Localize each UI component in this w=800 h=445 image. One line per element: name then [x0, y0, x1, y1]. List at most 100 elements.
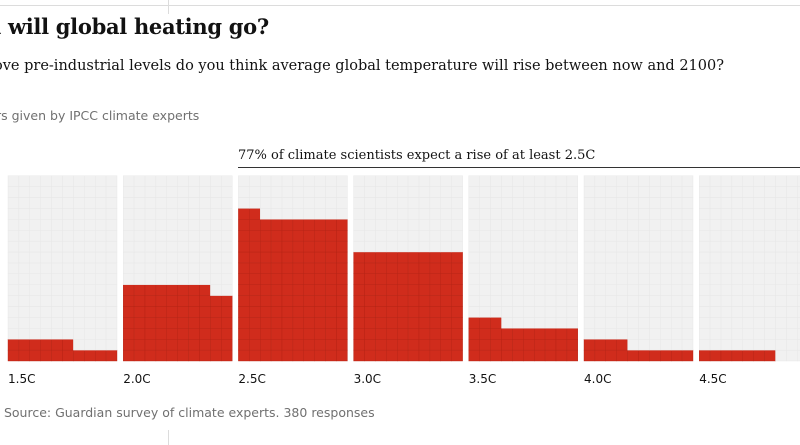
empty-cell	[605, 197, 617, 209]
response-cell	[709, 349, 722, 362]
empty-cell	[418, 175, 431, 187]
response-cell	[249, 295, 261, 307]
empty-cell	[105, 175, 118, 187]
response-cell	[260, 262, 272, 274]
response-cell	[386, 328, 398, 340]
response-cell	[281, 262, 294, 274]
empty-cell	[210, 229, 222, 242]
empty-cell	[386, 197, 398, 209]
response-cell	[249, 219, 261, 231]
empty-cell	[397, 175, 409, 187]
empty-cell	[94, 219, 107, 231]
response-cell	[440, 349, 452, 362]
response-cell	[155, 339, 167, 351]
response-cell	[364, 262, 376, 274]
empty-cell	[638, 284, 650, 296]
empty-cell	[188, 197, 200, 209]
empty-cell	[681, 284, 694, 296]
response-cell	[40, 339, 52, 351]
empty-cell	[429, 186, 441, 198]
response-cell	[490, 317, 502, 329]
empty-cell	[797, 186, 800, 198]
empty-cell	[534, 273, 546, 285]
response-cell	[292, 251, 304, 264]
empty-cell	[753, 306, 765, 318]
empty-cell	[407, 229, 420, 242]
empty-cell	[260, 197, 272, 209]
response-cell	[468, 317, 480, 329]
response-cell	[249, 349, 261, 362]
response-cell	[303, 240, 315, 253]
empty-cell	[709, 197, 722, 209]
empty-cell	[144, 219, 157, 231]
empty-cell	[18, 208, 30, 220]
response-cell	[386, 295, 398, 307]
empty-cell	[51, 328, 63, 340]
empty-cell	[210, 186, 222, 198]
empty-cell	[699, 229, 711, 242]
empty-cell	[364, 240, 376, 253]
empty-cell	[583, 328, 596, 340]
empty-cell	[731, 197, 744, 209]
empty-cell	[681, 317, 694, 329]
empty-cell	[742, 306, 754, 318]
empty-cell	[544, 197, 557, 209]
response-cell	[303, 339, 315, 351]
empty-cell	[720, 317, 733, 329]
empty-cell	[353, 219, 365, 231]
empty-cell	[353, 197, 365, 209]
empty-cell	[649, 339, 661, 351]
empty-cell	[594, 197, 607, 209]
response-cell	[397, 284, 409, 296]
empty-cell	[397, 197, 409, 209]
response-cell	[133, 306, 146, 318]
response-cell	[699, 349, 711, 362]
empty-cell	[605, 317, 617, 329]
empty-cell	[731, 295, 744, 307]
empty-cell	[501, 208, 513, 220]
empty-cell	[40, 295, 52, 307]
empty-cell	[353, 175, 365, 187]
empty-cell	[681, 208, 694, 220]
response-cell	[386, 284, 398, 296]
empty-cell	[699, 197, 711, 209]
response-cell	[440, 328, 452, 340]
response-cell	[188, 306, 200, 318]
empty-cell	[627, 284, 639, 296]
empty-cell	[616, 251, 628, 264]
empty-cell	[753, 328, 765, 340]
empty-cell	[270, 197, 283, 209]
empty-cell	[468, 251, 480, 264]
empty-cell	[616, 262, 628, 274]
empty-cell	[583, 317, 596, 329]
empty-cell	[671, 175, 683, 187]
empty-cell	[720, 284, 733, 296]
empty-cell	[709, 219, 722, 231]
empty-cell	[797, 284, 800, 296]
response-cell	[468, 349, 480, 362]
response-cell	[270, 306, 283, 318]
empty-cell	[155, 208, 167, 220]
response-cell	[221, 339, 233, 351]
empty-cell	[440, 186, 452, 198]
empty-cell	[544, 186, 557, 198]
empty-cell	[742, 273, 754, 285]
response-cell	[199, 328, 211, 340]
empty-cell	[523, 186, 535, 198]
empty-cell	[188, 273, 200, 285]
empty-cell	[292, 186, 304, 198]
response-cell	[742, 349, 754, 362]
empty-cell	[594, 328, 607, 340]
empty-cell	[660, 219, 672, 231]
empty-cell	[407, 175, 420, 187]
empty-cell	[397, 208, 409, 220]
empty-cell	[221, 251, 233, 264]
empty-cell	[62, 295, 74, 307]
empty-cell	[238, 197, 250, 209]
empty-cell	[720, 339, 733, 351]
empty-cell	[199, 273, 211, 285]
empty-cell	[681, 186, 694, 198]
empty-cell	[7, 175, 20, 187]
empty-cell	[479, 273, 491, 285]
response-cell	[281, 349, 294, 362]
